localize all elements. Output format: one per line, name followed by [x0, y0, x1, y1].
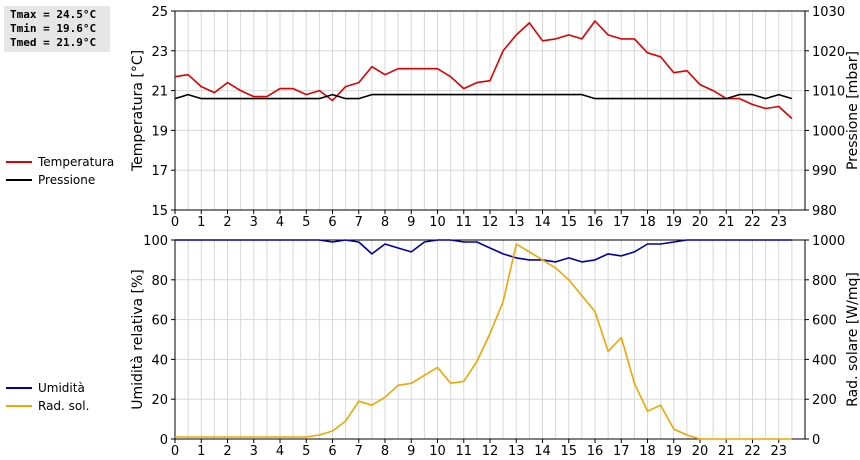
y-left-axis-title: Umidità relativa [%] [130, 269, 146, 410]
x-tick-label: 19 [665, 215, 682, 230]
x-tick-label: 4 [276, 444, 284, 459]
legend-label: Umidità [38, 381, 85, 395]
x-tick-label: 7 [355, 215, 363, 230]
x-tick-label: 6 [328, 444, 336, 459]
x-tick-label: 18 [639, 444, 656, 459]
x-tick-label: 13 [508, 215, 525, 230]
y-left-tick-label: 20 [151, 393, 168, 408]
tmin-label: Tmin = 19.6°C [10, 22, 97, 35]
x-tick-label: 20 [692, 215, 709, 230]
y-left-tick-label: 60 [151, 314, 168, 329]
legend-label: Pressione [38, 173, 95, 187]
series-line [174, 20, 793, 120]
legend-label: Rad. sol. [38, 399, 89, 413]
x-tick-label: 12 [482, 215, 499, 230]
x-tick-label: 12 [482, 444, 499, 459]
x-tick-label: 9 [407, 215, 415, 230]
x-tick-label: 0 [171, 444, 179, 459]
x-tick-label: 7 [355, 444, 363, 459]
x-tick-label: 3 [250, 215, 258, 230]
legend-bottom: Umidità Rad. sol. [6, 381, 89, 413]
y-right-tick-label: 1020 [812, 45, 845, 60]
tmax-label: Tmax = 24.5°C [10, 8, 97, 21]
y-right-tick-label: 1010 [812, 85, 845, 100]
x-tick-label: 13 [508, 444, 525, 459]
x-tick-label: 2 [223, 215, 231, 230]
x-tick-label: 0 [171, 215, 179, 230]
y-right-tick-label: 800 [812, 274, 837, 289]
stats-box: Tmax = 24.5°C Tmin = 19.6°C Tmed = 21.9°C [4, 6, 110, 52]
x-tick-label: 21 [718, 444, 735, 459]
tmed-label: Tmed = 21.9°C [10, 36, 97, 49]
series-line [174, 93, 793, 100]
y-left-tick-label: 0 [160, 433, 168, 448]
x-tick-label: 11 [455, 444, 472, 459]
x-tick-label: 1 [197, 444, 205, 459]
y-right-tick-label: 400 [812, 353, 837, 368]
y-left-tick-label: 100 [143, 234, 168, 249]
x-tick-label: 18 [639, 215, 656, 230]
series-line [175, 239, 792, 263]
x-tick-label: 16 [587, 444, 604, 459]
y-left-tick-label: 19 [151, 124, 168, 139]
x-tick-label: 11 [455, 215, 472, 230]
x-tick-label: 8 [381, 215, 389, 230]
y-left-tick-label: 17 [151, 164, 168, 179]
y-left-tick-label: 40 [151, 353, 168, 368]
y-left-axis-title: Temperatura [°C] [130, 50, 146, 172]
x-tick-label: 10 [429, 215, 446, 230]
x-tick-label: 6 [328, 215, 336, 230]
x-tick-label: 9 [407, 444, 415, 459]
y-right-tick-label: 980 [812, 204, 837, 219]
x-tick-label: 14 [534, 215, 551, 230]
x-tick-label: 10 [429, 444, 446, 459]
y-left-tick-label: 15 [151, 204, 168, 219]
y-left-tick-label: 23 [151, 45, 168, 60]
x-tick-label: 17 [613, 215, 630, 230]
x-tick-label: 17 [613, 444, 630, 459]
y-left-tick-label: 80 [151, 274, 168, 289]
x-tick-label: 3 [250, 444, 258, 459]
x-tick-label: 4 [276, 215, 284, 230]
y-right-tick-label: 1000 [812, 124, 845, 139]
series-line [175, 243, 792, 440]
legend-label: Temperatura [37, 155, 114, 169]
y-right-tick-label: 990 [812, 164, 837, 179]
x-tick-label: 8 [381, 444, 389, 459]
x-tick-label: 1 [197, 215, 205, 230]
y-right-axis-title: Pressione [mbar] [845, 51, 860, 170]
x-tick-label: 23 [770, 444, 787, 459]
y-left-tick-label: 25 [151, 5, 168, 20]
x-tick-label: 2 [223, 444, 231, 459]
x-tick-label: 15 [560, 444, 577, 459]
x-tick-label: 16 [587, 215, 604, 230]
x-tick-label: 22 [744, 215, 761, 230]
y-right-tick-label: 200 [812, 393, 837, 408]
y-right-tick-label: 600 [812, 314, 837, 329]
y-left-tick-label: 21 [151, 85, 168, 100]
x-tick-label: 23 [770, 215, 787, 230]
y-right-axis-title: Rad. solare [W/mq] [845, 272, 860, 407]
x-tick-label: 5 [302, 444, 310, 459]
x-tick-label: 21 [718, 215, 735, 230]
y-right-tick-label: 1000 [812, 234, 845, 249]
x-tick-label: 5 [302, 215, 310, 230]
x-tick-label: 15 [560, 215, 577, 230]
x-tick-label: 22 [744, 444, 761, 459]
y-right-tick-label: 1030 [812, 5, 845, 20]
x-tick-label: 20 [692, 444, 709, 459]
y-right-tick-label: 0 [812, 433, 820, 448]
x-tick-label: 19 [665, 444, 682, 459]
x-tick-label: 14 [534, 444, 551, 459]
legend-top: Temperatura Pressione [6, 155, 114, 187]
